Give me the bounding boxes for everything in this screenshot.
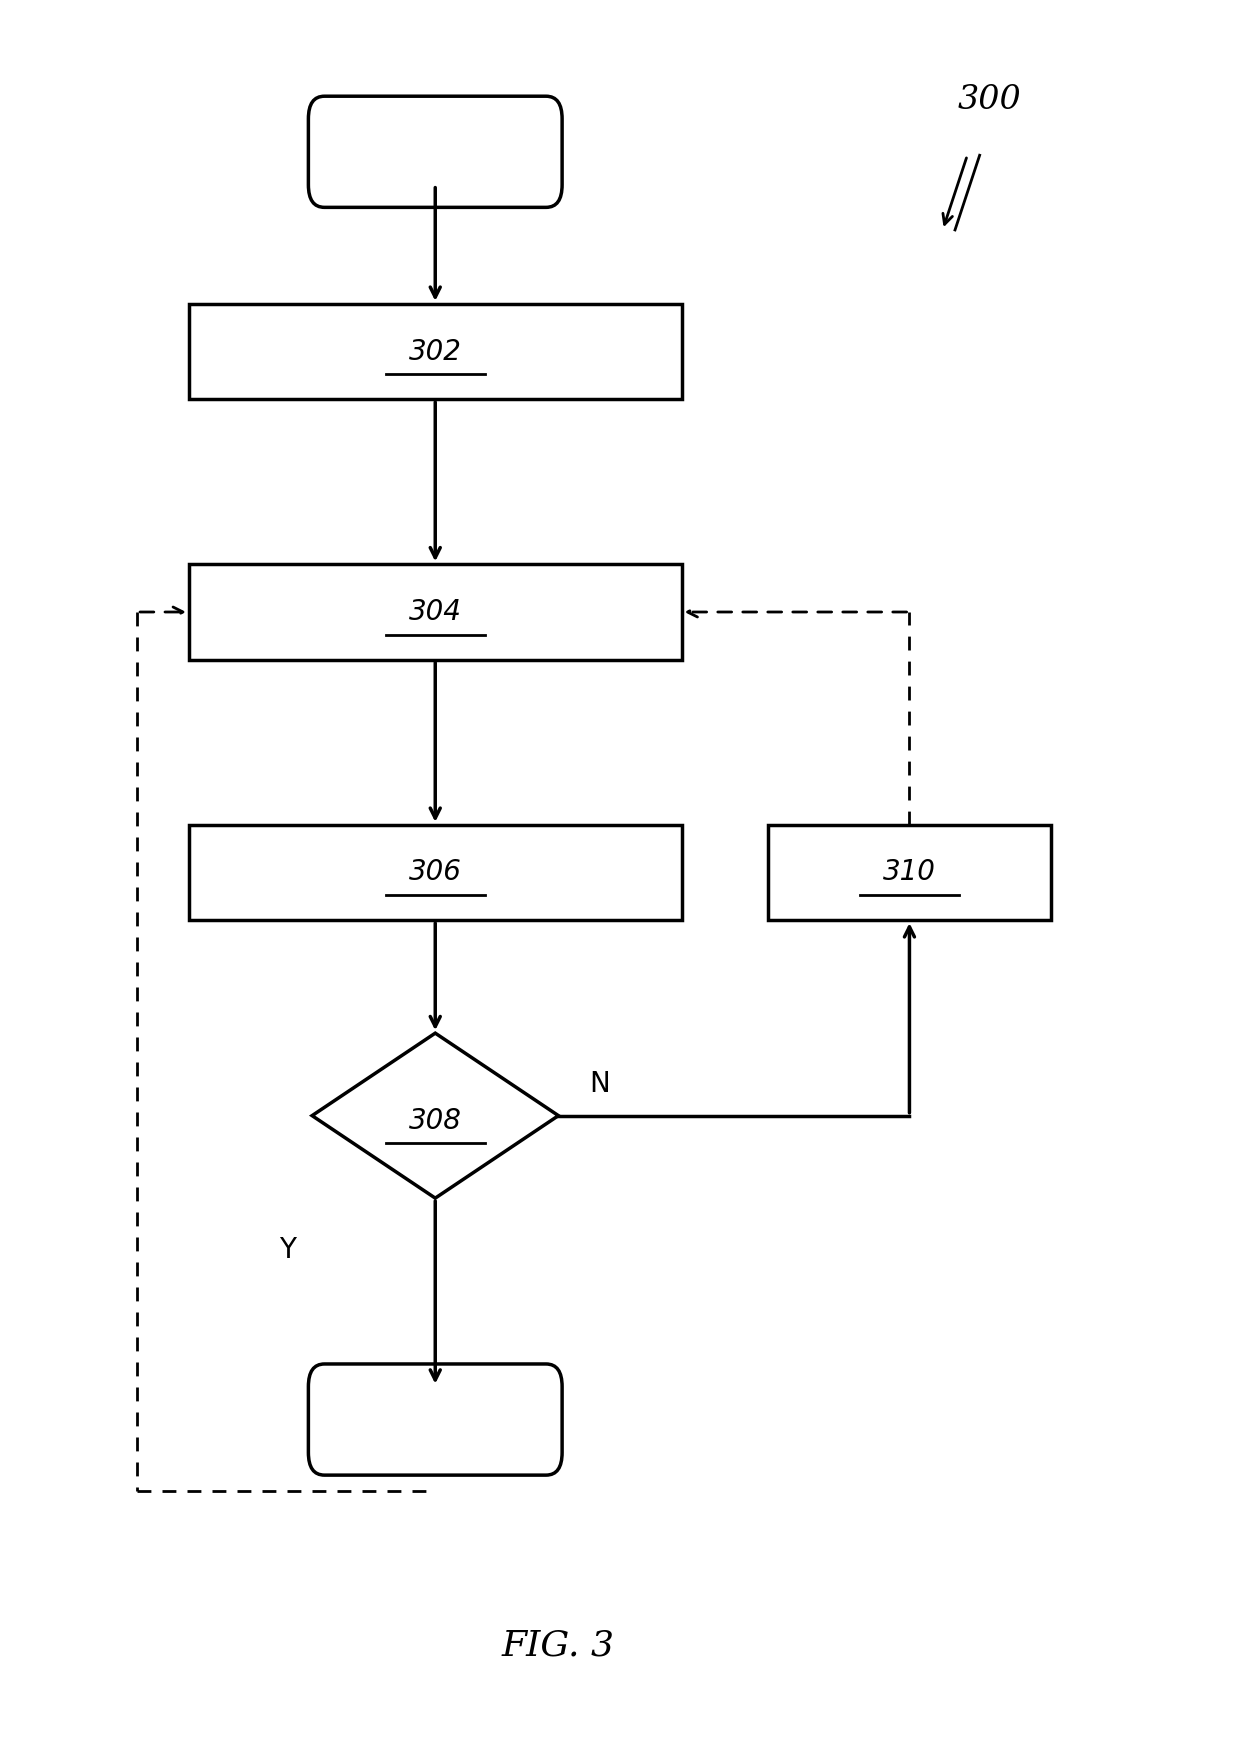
Text: FIG. 3: FIG. 3 [502, 1628, 615, 1663]
Bar [768, 825, 1052, 920]
FancyBboxPatch shape [309, 96, 562, 208]
Bar [188, 564, 682, 660]
Bar [188, 825, 682, 920]
Text: Y: Y [279, 1235, 296, 1265]
Bar [188, 304, 682, 400]
Text: 308: 308 [409, 1106, 461, 1134]
Text: 304: 304 [409, 599, 461, 626]
Polygon shape [312, 1033, 558, 1199]
Text: 306: 306 [409, 859, 461, 886]
Text: 302: 302 [409, 337, 461, 365]
Text: N: N [589, 1070, 610, 1098]
FancyBboxPatch shape [309, 1365, 562, 1475]
Text: 310: 310 [883, 859, 936, 886]
Text: 300: 300 [957, 84, 1022, 115]
